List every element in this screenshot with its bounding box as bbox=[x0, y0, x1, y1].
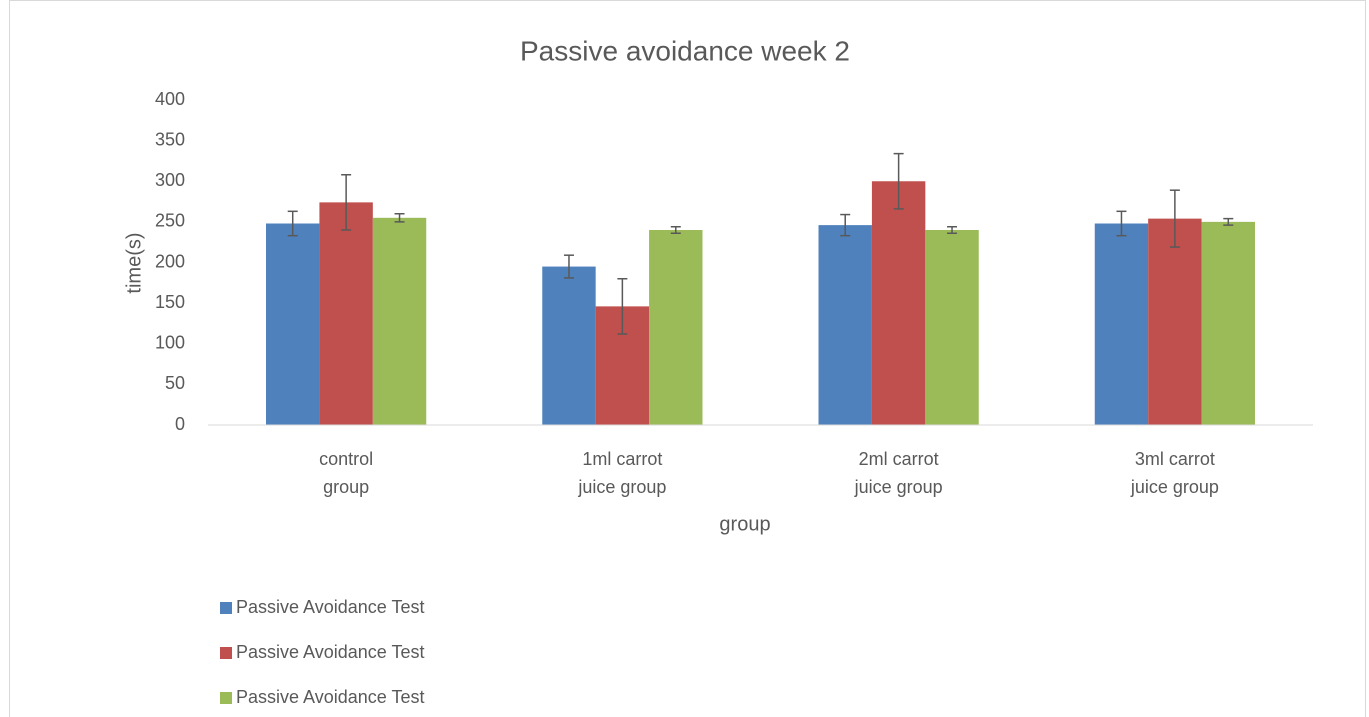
y-tick-label: 50 bbox=[165, 373, 185, 393]
x-tick-label: 1ml carrot bbox=[582, 449, 662, 469]
legend-swatch bbox=[220, 647, 232, 659]
y-axis-title: time(s) bbox=[123, 232, 145, 293]
bar bbox=[1148, 218, 1202, 425]
bar bbox=[372, 217, 427, 425]
y-tick-label: 300 bbox=[155, 170, 185, 190]
y-tick-label: 350 bbox=[155, 129, 185, 149]
x-tick-label: 2ml carrot bbox=[859, 449, 939, 469]
error-bar bbox=[947, 226, 958, 234]
bar bbox=[1094, 223, 1149, 425]
x-tick-label: juice group bbox=[577, 477, 666, 497]
bar bbox=[542, 266, 596, 425]
y-tick-label: 150 bbox=[155, 292, 185, 312]
y-tick-label: 100 bbox=[155, 333, 185, 353]
error-bar bbox=[670, 226, 681, 234]
x-tick-label: group bbox=[323, 477, 369, 497]
error-bar bbox=[563, 254, 574, 279]
bar bbox=[1201, 221, 1255, 425]
bar bbox=[925, 230, 979, 425]
chart-title: Passive avoidance week 2 bbox=[520, 35, 850, 66]
bar bbox=[266, 223, 320, 425]
error-bar bbox=[394, 213, 405, 223]
legend-label: Passive Avoidance Test bbox=[236, 687, 424, 707]
y-tick-label: 400 bbox=[155, 89, 185, 109]
legend-swatch bbox=[220, 602, 232, 614]
legend-label: Passive Avoidance Test bbox=[236, 597, 424, 617]
error-bar bbox=[893, 152, 904, 210]
error-bar bbox=[341, 174, 352, 231]
legend-swatch bbox=[220, 692, 232, 704]
y-tick-label: 250 bbox=[155, 211, 185, 231]
bar bbox=[871, 181, 926, 425]
bar bbox=[818, 225, 872, 425]
error-bar bbox=[1116, 210, 1127, 237]
x-axis-title: group bbox=[719, 513, 770, 535]
error-bar bbox=[840, 213, 851, 237]
legend-label: Passive Avoidance Test bbox=[236, 642, 424, 662]
x-tick-label: control bbox=[319, 449, 373, 469]
error-bar bbox=[287, 210, 298, 237]
x-tick-label: juice group bbox=[854, 477, 943, 497]
error-bar bbox=[1169, 189, 1180, 248]
x-tick-label: juice group bbox=[1130, 477, 1219, 497]
bar bbox=[649, 230, 703, 425]
bar bbox=[319, 202, 373, 425]
y-tick-label: 0 bbox=[175, 414, 185, 434]
y-tick-label: 200 bbox=[155, 251, 185, 271]
error-bar bbox=[1223, 217, 1234, 226]
x-tick-label: 3ml carrot bbox=[1135, 449, 1215, 469]
error-bar bbox=[617, 278, 628, 335]
